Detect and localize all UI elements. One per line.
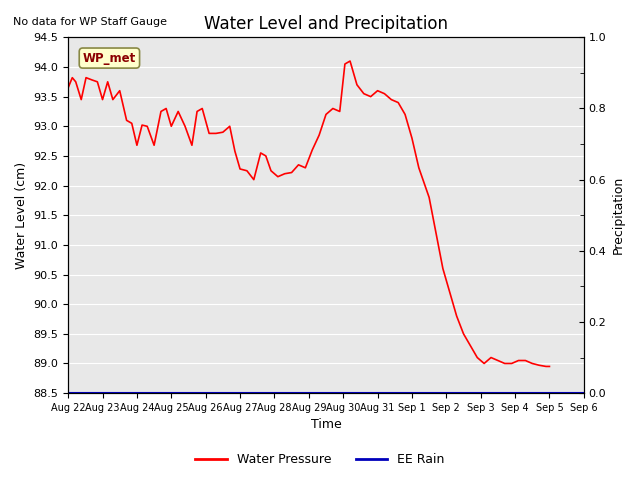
Y-axis label: Precipitation: Precipitation <box>612 176 625 254</box>
X-axis label: Time: Time <box>310 419 341 432</box>
Title: Water Level and Precipitation: Water Level and Precipitation <box>204 15 448 33</box>
Text: No data for WP Staff Gauge: No data for WP Staff Gauge <box>13 17 167 27</box>
Y-axis label: Water Level (cm): Water Level (cm) <box>15 162 28 269</box>
Text: WP_met: WP_met <box>83 51 136 65</box>
Legend: Water Pressure, EE Rain: Water Pressure, EE Rain <box>190 448 450 471</box>
